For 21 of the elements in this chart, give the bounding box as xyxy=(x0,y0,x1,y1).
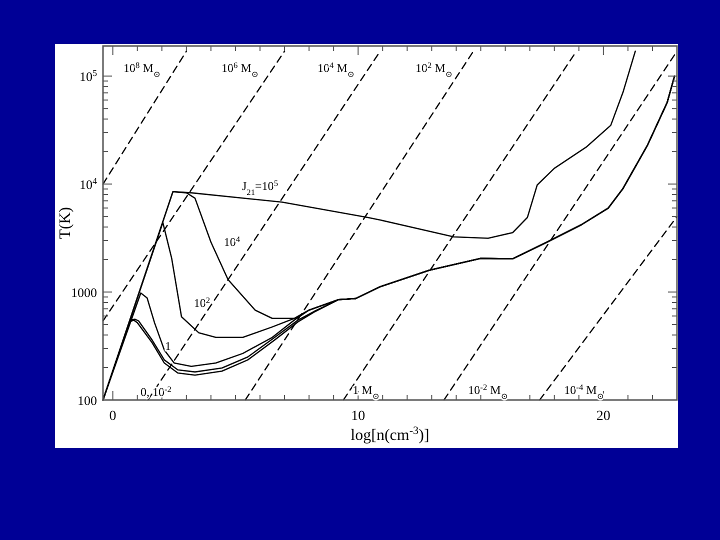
annotation: 10$^{2}$ M$_{⊙}$ xyxy=(416,60,452,78)
x-axis-title: log[n(cm$^{-3}$)] xyxy=(350,425,430,444)
annotation: 10$^{2}$ xyxy=(194,296,210,310)
y-tick-label: 100 xyxy=(78,393,97,408)
annotation: 10$^{-2}$ M$_{⊙}$ xyxy=(468,382,508,400)
annotation: 10$^{8}$ M$_{⊙}$ xyxy=(124,60,160,78)
y-tick-label: 10$^{4}$ xyxy=(79,176,98,192)
x-tick-label: 0 xyxy=(109,409,116,424)
y-axis-title: T(K) xyxy=(57,207,74,239)
annotation: J$_{21}$=10$^{5}$ xyxy=(242,178,278,196)
annotation: 0, 10$^{-2}$ xyxy=(140,384,172,399)
x-tick-label: 20 xyxy=(596,409,610,424)
annotation: 10$^{4}$ xyxy=(224,234,241,249)
y-tick-label: 1000 xyxy=(71,285,97,300)
x-tick-label: 10 xyxy=(351,409,366,424)
y-tick-label: 10$^{5}$ xyxy=(79,68,98,84)
annotation: 1 M$_{⊙}$ xyxy=(352,383,380,400)
annotation: 10$^{-4}$ M$_{⊙}$ xyxy=(564,382,604,400)
annotation: 1 xyxy=(165,339,171,353)
annotation: 10$^{6}$ M$_{⊙}$ xyxy=(222,60,258,78)
annotation: 10$^{4}$ M$_{⊙}$ xyxy=(318,60,354,78)
